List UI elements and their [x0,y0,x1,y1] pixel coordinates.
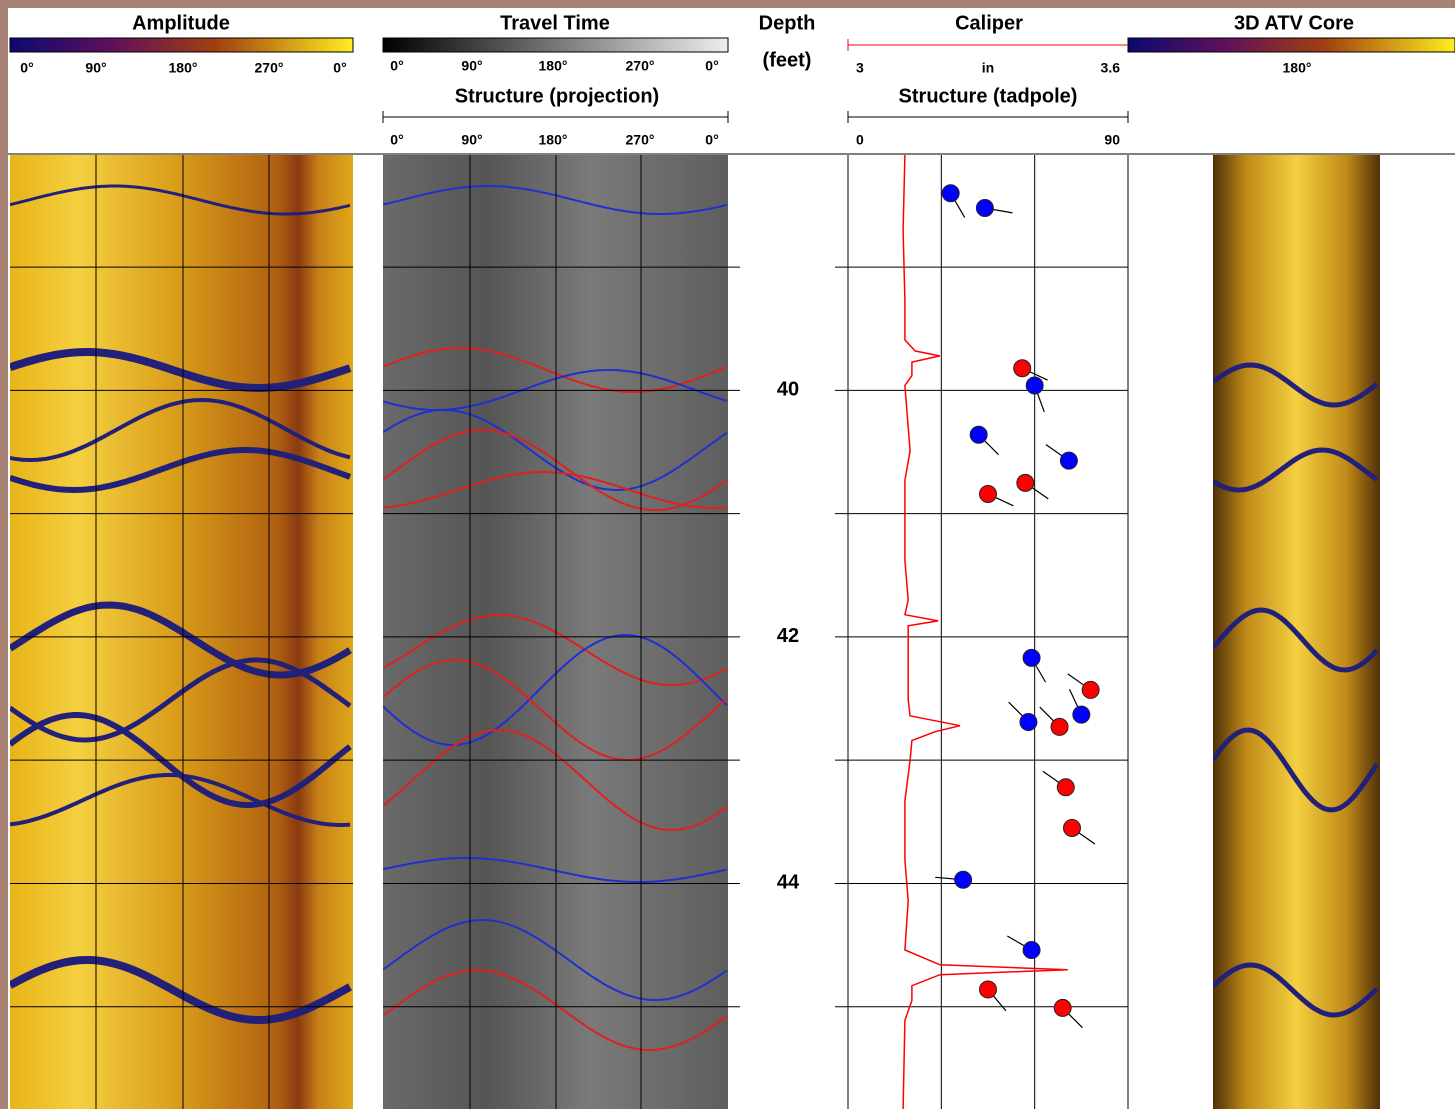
tadpole [1059,451,1078,470]
track-title: Depth [759,12,816,34]
fracture-trace [10,956,352,1025]
tadpole [1022,648,1041,667]
track-subtitle: Structure (projection) [455,85,659,107]
angle-tick-label: 0° [390,132,403,148]
angle-tick-label: 180° [1283,60,1312,76]
fracture-trace [10,601,352,679]
angle-tick-label: 0° [20,60,33,76]
angle-tick-label: 0° [705,132,718,148]
fracture-trace [1213,362,1379,408]
amplitude-fractures [10,184,352,1025]
caliper-tick-label: 3 [856,60,864,76]
structure-curve [383,185,728,215]
angle-tick-label: 270° [255,60,284,76]
depth-unit: (feet) [763,49,812,71]
tadpole [975,199,994,217]
fracture-trace [1213,727,1380,813]
tadpole [979,484,997,503]
depth-label: 44 [777,872,800,894]
projection-scale [382,111,729,123]
tadpole [979,980,997,999]
tadpole [1022,941,1041,959]
fracture-trace [10,397,351,463]
angle-tick-label: 90° [461,58,482,74]
projection-curves [383,185,728,1051]
fracture-trace [1213,962,1379,1018]
tadpole [1013,359,1032,378]
angle-tick-label: 0° [390,58,403,74]
structure-curve [383,613,728,687]
amplitude-colorbar [9,37,354,53]
track-title: Travel Time [500,12,610,34]
depth-label: 42 [777,625,799,647]
angle-tick-label: 180° [169,60,198,76]
tadpole-tick-label: 90 [1104,132,1120,148]
tadpole [1056,778,1075,797]
track-title: 3D ATV Core [1234,12,1354,34]
tadpole-tick-label: 0 [856,132,864,148]
structure-curve [383,634,728,746]
structure-curve [383,728,728,832]
structure-curve [383,408,728,491]
structure-curve [383,969,728,1051]
structure-curve [383,471,728,509]
caliper-unit: in [982,60,994,76]
fracture-trace [10,447,351,494]
tadpole-scale [847,111,1129,123]
tadpole [1016,473,1035,492]
core-colorbar [1127,37,1455,53]
structure-curve [383,347,728,393]
angle-tick-label: 90° [85,60,106,76]
image-features [10,184,1380,1051]
fracture-trace [1213,607,1379,673]
tadpole [1025,376,1044,395]
fracture-trace [10,184,351,216]
travel-time-colorbar [382,37,729,53]
track-title: Caliper [955,12,1023,34]
structure-curve [383,857,728,883]
angle-tick-label: 0° [333,60,346,76]
tadpole [1053,998,1072,1017]
tadpole [954,870,973,889]
angle-tick-label: 270° [626,58,655,74]
tadpole [1063,818,1081,837]
angle-tick-label: 180° [539,132,568,148]
fracture-trace [10,348,352,392]
tadpole [1081,680,1100,699]
caliper-tick-label: 3.6 [1101,60,1121,76]
structure-curve [383,658,728,762]
angle-tick-label: 180° [539,58,568,74]
tadpole [969,425,988,444]
track-title: Amplitude [132,12,230,34]
fracture-trace [10,773,351,827]
core-fractures [1213,362,1380,1018]
tadpole [1072,705,1091,724]
angle-tick-label: 0° [705,58,718,74]
structure-curve [383,428,728,512]
angle-tick-label: 270° [626,132,655,148]
angle-tick-label: 90° [461,132,482,148]
tadpole [1050,717,1069,736]
track-subtitle: Structure (tadpole) [899,85,1078,107]
tadpole [941,184,960,203]
structure-curve [383,918,728,1002]
fracture-trace [10,657,352,743]
caliper-scale [847,39,1128,51]
fracture-trace [1213,447,1379,493]
tadpole [1019,712,1038,731]
depth-label: 40 [777,379,799,401]
caliper-curve [902,154,1068,1109]
